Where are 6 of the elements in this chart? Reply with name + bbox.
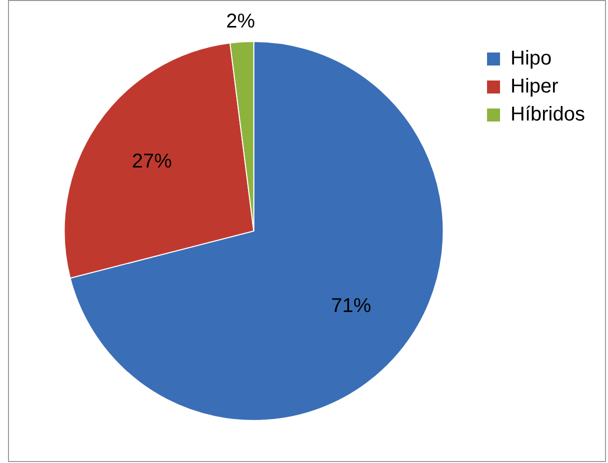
legend-label: Híbridos [510, 104, 586, 126]
legend-label: Hipo [510, 48, 552, 70]
data-label: 27% [132, 150, 172, 172]
legend-label: Hiper [510, 76, 559, 98]
data-label: 71% [331, 295, 372, 318]
data-label: 2% [226, 10, 256, 32]
